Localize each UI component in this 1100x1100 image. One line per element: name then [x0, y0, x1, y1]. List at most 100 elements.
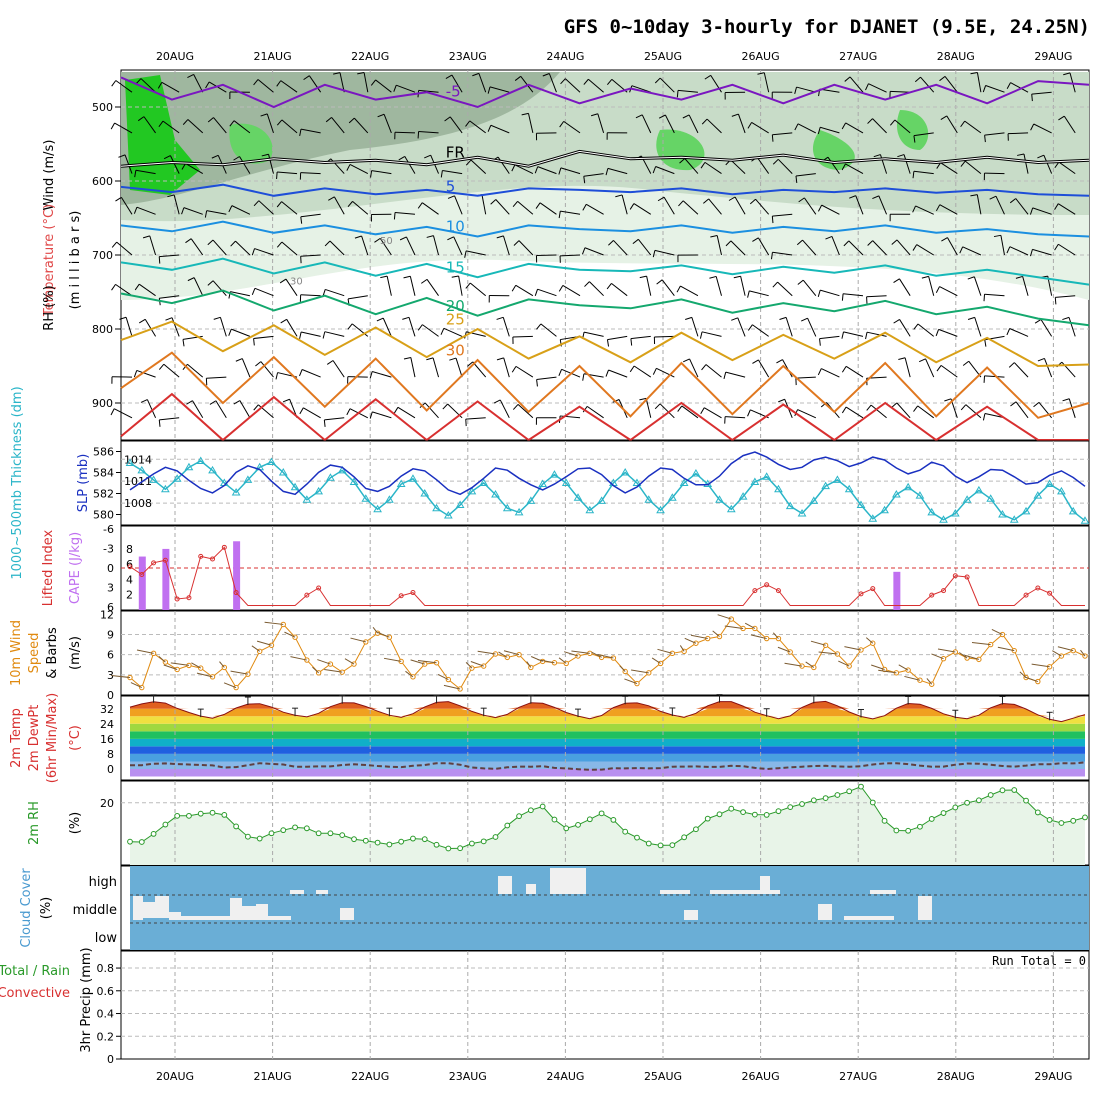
wind-barb-flag — [558, 167, 562, 175]
rh-point — [303, 825, 310, 832]
wind-barb — [443, 327, 463, 337]
wind-barb-flag — [772, 158, 779, 165]
wind-barb-flag — [157, 82, 163, 89]
wind-barb-flag — [657, 196, 665, 202]
rh-point — [174, 812, 181, 819]
rh-point — [598, 810, 605, 817]
thickness-point — [738, 492, 748, 500]
wind-barb-flag — [639, 275, 647, 279]
wind-barb — [730, 159, 746, 174]
wind-barb-flag — [496, 357, 504, 361]
wind-barb-flag — [464, 250, 467, 258]
cloud-high — [660, 890, 690, 894]
wind-barb — [637, 239, 652, 256]
wind-barb-flag — [233, 156, 240, 161]
wind-barb — [973, 276, 982, 296]
rh-point — [751, 811, 758, 818]
wind10m-panel: 0 3 6 9 12 10m Wind Speed & Barbs (m/s) — [9, 608, 1090, 702]
wind10m-label-2: Speed — [27, 633, 42, 674]
date-label-bottom: 29AUG — [1034, 1070, 1072, 1083]
thickness-point — [337, 465, 347, 474]
wind-barb — [586, 203, 604, 215]
wind-barb — [406, 236, 416, 256]
wind-barb-10m — [136, 649, 154, 654]
rh-line — [129, 785, 1086, 850]
upper-air-label-temperature: Temperature (°C) — [42, 204, 57, 317]
wind-barb — [633, 203, 652, 215]
rh-point — [822, 795, 829, 802]
lifted-index-point — [929, 592, 935, 598]
thickness-point — [726, 504, 736, 513]
thickness-point — [408, 474, 418, 482]
wind-barb — [325, 288, 345, 297]
wind-barb — [375, 79, 392, 93]
wind-barb — [758, 359, 770, 378]
wind-barb-flag — [825, 235, 833, 240]
wind-barb — [353, 117, 369, 134]
wind-barb-flag — [652, 250, 656, 258]
wind-barb-flag — [276, 80, 282, 87]
wind-barb — [260, 361, 274, 378]
wind-barb-flag — [558, 211, 561, 219]
wind10m-bg — [120, 610, 1090, 696]
wind-barb-flag — [535, 202, 541, 209]
wind-barb-flag — [771, 134, 774, 142]
isotherm-line — [120, 351, 1090, 419]
date-label-bottom: 24AUG — [546, 1070, 584, 1083]
rh-contour-label: 30 — [290, 277, 303, 288]
wind-barb — [301, 369, 321, 378]
wind-barb — [212, 280, 227, 297]
wind-barb-flag — [260, 113, 268, 117]
wind-barb-10m — [964, 654, 980, 660]
wind-barb — [749, 290, 769, 297]
cloud-high — [550, 868, 574, 894]
date-label-bottom: 20AUG — [156, 1070, 194, 1083]
rh-point — [292, 824, 298, 831]
wind-barb — [583, 173, 604, 177]
wind-barb — [976, 194, 982, 215]
lifted-index-point — [764, 582, 770, 588]
wind-barb-flag — [962, 360, 970, 366]
lifted-index-point — [139, 571, 145, 577]
wind-barb — [1013, 362, 1029, 378]
wind-barb-flag — [207, 117, 214, 123]
rh-point — [551, 816, 558, 823]
wind-barb — [866, 295, 887, 298]
slp-label: SLP (mb) — [76, 454, 91, 513]
wind-barb — [300, 128, 321, 134]
wind-barb-flag — [801, 317, 808, 322]
wind-barb — [868, 83, 887, 93]
rh-contour-label: 50 — [380, 236, 393, 247]
thickness-point — [1033, 491, 1043, 499]
wind-barb — [772, 213, 793, 217]
wind-barb — [116, 241, 133, 256]
wind-barb — [655, 166, 675, 175]
wind-barb-flag — [752, 359, 759, 364]
wind-barb — [925, 358, 935, 378]
wind-barb — [386, 276, 392, 296]
date-label-bottom: 25AUG — [644, 1070, 682, 1083]
rh-label-2: (%) — [68, 812, 83, 835]
rh-point — [1011, 787, 1018, 793]
cloud-label-1: Cloud Cover — [19, 868, 34, 948]
wind-barb-flag — [913, 135, 916, 143]
thickness-point — [891, 490, 901, 498]
wind-barb — [737, 317, 746, 337]
y-tick-label: 586 — [93, 446, 114, 459]
lifted-index-point — [941, 588, 947, 594]
wind-barb-flag — [1037, 154, 1045, 159]
lifted-index-point — [127, 564, 133, 570]
cape-bar — [138, 556, 146, 610]
wind-barb-flag — [111, 241, 118, 248]
wind-barb — [677, 89, 698, 93]
wind-barb-flag — [849, 195, 856, 199]
wind-barb — [589, 281, 604, 297]
date-label-bottom: 27AUG — [839, 1070, 877, 1083]
wind-barb-flag — [984, 339, 987, 347]
wind-barb — [135, 169, 156, 175]
wind-barb-flag — [207, 239, 214, 246]
wind-barb — [940, 162, 958, 175]
temperature-band — [130, 769, 1085, 777]
wind-barb-flag — [1015, 275, 1023, 279]
